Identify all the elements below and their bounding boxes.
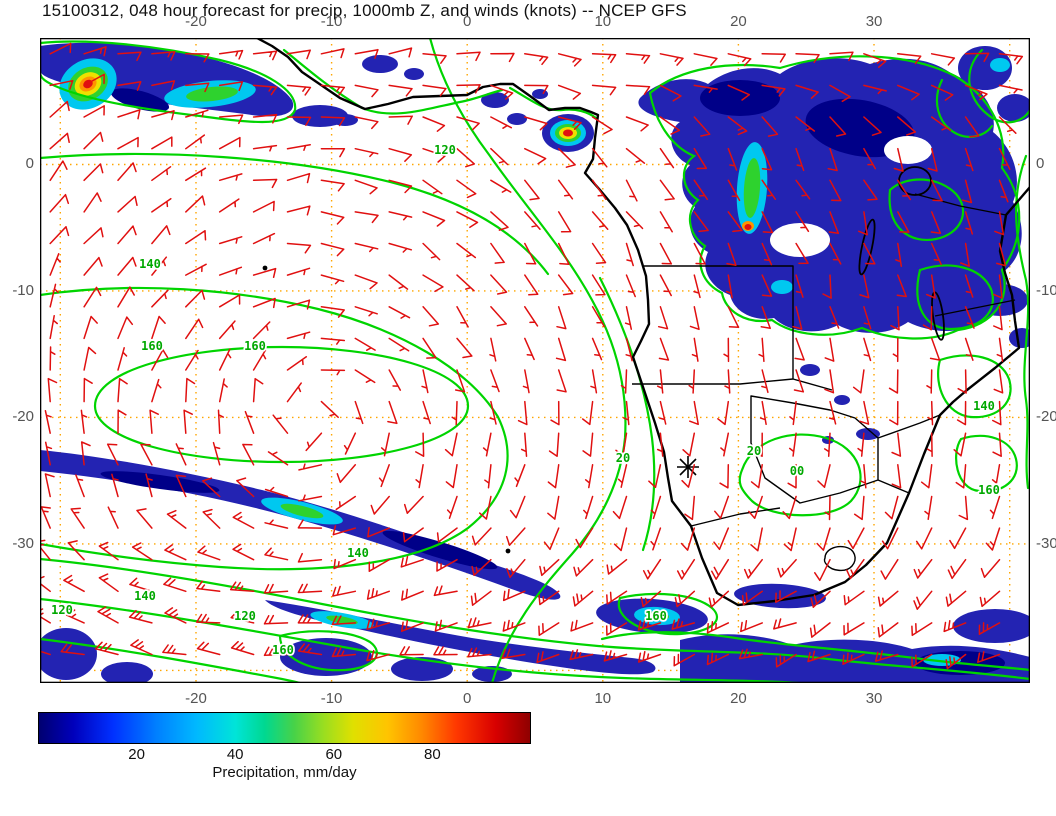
svg-text:160: 160 bbox=[645, 609, 667, 623]
colorbar-tick: 60 bbox=[325, 746, 343, 763]
x-axis-tick-bottom: -20 bbox=[185, 690, 207, 707]
svg-text:140: 140 bbox=[347, 546, 369, 560]
colorbar: 20 40 60 80 Precipitation, mm/day bbox=[38, 712, 531, 781]
x-axis-tick-bottom: 30 bbox=[865, 690, 883, 707]
y-axis-tick-left: -20 bbox=[12, 408, 34, 426]
svg-text:160: 160 bbox=[978, 483, 1000, 497]
colorbar-tick: 40 bbox=[226, 746, 244, 763]
svg-text:120: 120 bbox=[234, 609, 256, 623]
colorbar-tick: 80 bbox=[424, 746, 441, 763]
svg-text:140: 140 bbox=[134, 589, 156, 603]
y-axis-tick-left: -10 bbox=[12, 281, 34, 299]
svg-text:00: 00 bbox=[790, 464, 804, 478]
y-axis-tick-right: -10 bbox=[1036, 281, 1056, 299]
svg-text:120: 120 bbox=[434, 143, 456, 157]
figure-title: 15100312, 048 hour forecast for precip, … bbox=[42, 1, 687, 20]
colorbar-gradient bbox=[38, 712, 531, 744]
y-axis-tick-left: -30 bbox=[12, 534, 34, 552]
colorbar-tick-labels: 20 40 60 80 bbox=[38, 744, 531, 763]
svg-text:160: 160 bbox=[272, 643, 294, 657]
contour-labels: 120 140 160 160 140 140 120 120 160 20 20 00 140 160 1… bbox=[49, 141, 1001, 659]
colorbar-tick: 20 bbox=[128, 746, 145, 763]
x-axis-tick-top: 20 bbox=[730, 13, 747, 30]
x-axis-tick-bottom: 10 bbox=[594, 690, 612, 707]
x-axis-tick-bottom: 0 bbox=[463, 690, 472, 707]
svg-text:120: 120 bbox=[51, 603, 73, 617]
y-axis-tick-right: 0 bbox=[1036, 155, 1045, 173]
wind-barbs-layer bbox=[40, 42, 1024, 670]
x-axis-tick-top: 30 bbox=[865, 13, 883, 30]
precipitation-layer bbox=[40, 42, 1030, 683]
x-axis-tick-bottom: -10 bbox=[320, 690, 343, 707]
map-plot-area: 120 140 160 160 140 140 120 120 160 20 20 00 140 160 1… bbox=[12, 13, 1056, 707]
svg-text:160: 160 bbox=[141, 339, 163, 353]
svg-text:20: 20 bbox=[616, 451, 630, 465]
svg-text:140: 140 bbox=[139, 257, 161, 271]
svg-text:160: 160 bbox=[244, 339, 266, 353]
colorbar-title: Precipitation, mm/day bbox=[212, 764, 357, 781]
svg-text:140: 140 bbox=[973, 399, 995, 413]
svg-text:20: 20 bbox=[747, 444, 761, 458]
weather-map-canvas: 120 140 160 160 140 140 120 120 160 20 20 00 140 160 1… bbox=[40, 38, 1030, 683]
y-axis-tick-left: 0 bbox=[25, 155, 34, 173]
x-axis-tick-bottom: 20 bbox=[730, 690, 747, 707]
asterisk-marker bbox=[677, 456, 699, 478]
y-axis-tick-right: -20 bbox=[1036, 408, 1056, 426]
y-axis-tick-right: -30 bbox=[1036, 534, 1056, 552]
